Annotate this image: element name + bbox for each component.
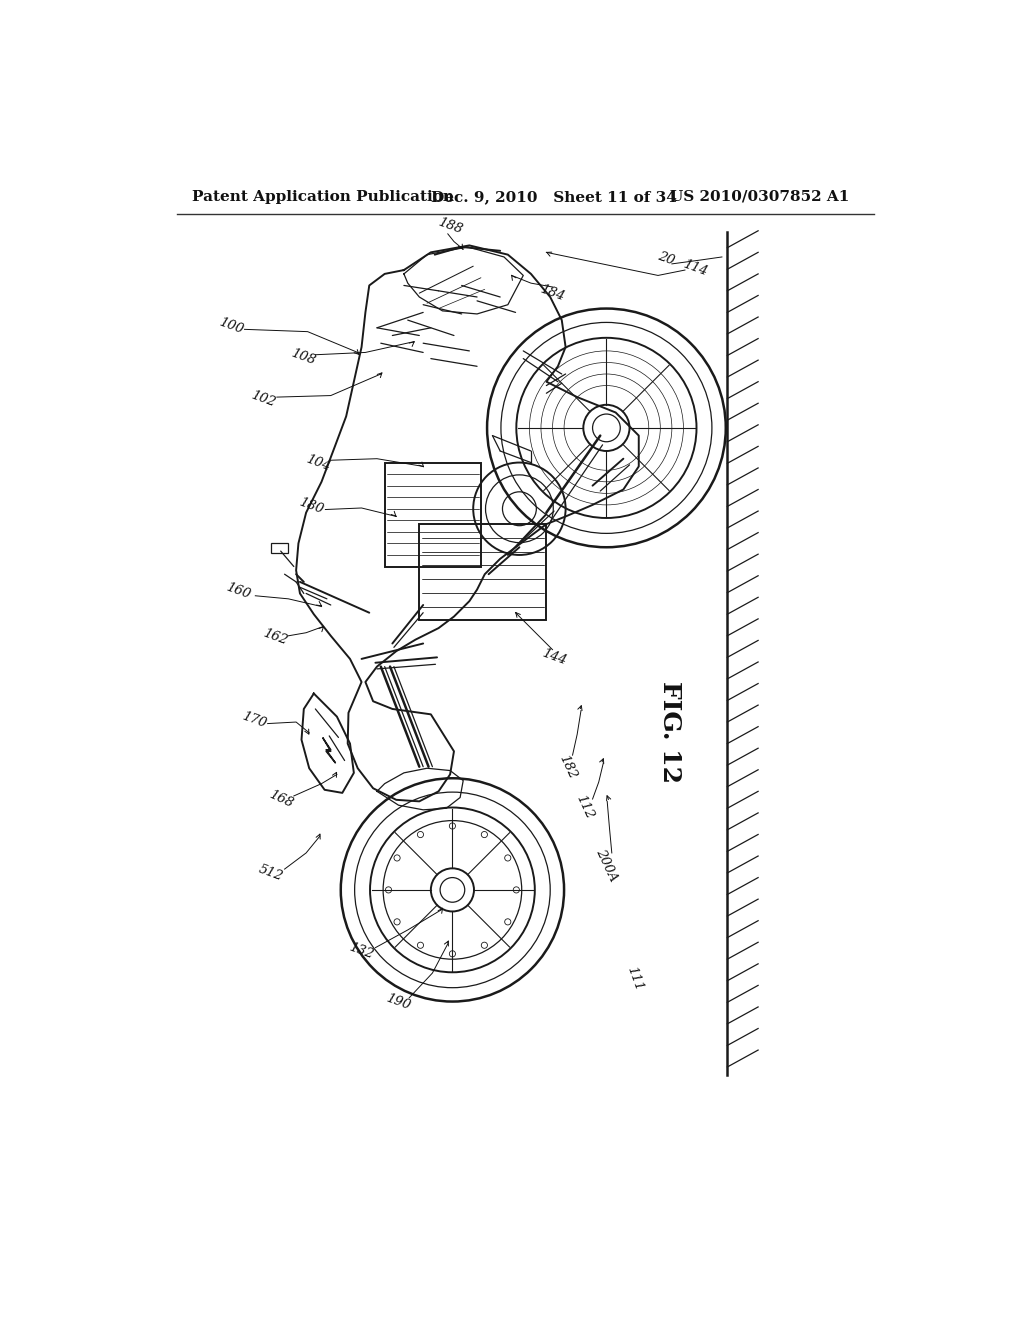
- Text: 184: 184: [539, 282, 566, 304]
- Text: 111: 111: [625, 965, 645, 993]
- Circle shape: [481, 832, 487, 838]
- Text: FIG. 12: FIG. 12: [657, 681, 682, 783]
- Text: 188: 188: [436, 215, 464, 236]
- Text: 20: 20: [655, 249, 676, 268]
- Text: 168: 168: [266, 788, 295, 810]
- Bar: [271, 543, 289, 553]
- Circle shape: [505, 855, 511, 861]
- Text: 100: 100: [217, 315, 245, 337]
- Circle shape: [394, 855, 400, 861]
- Circle shape: [418, 942, 424, 948]
- Circle shape: [481, 942, 487, 948]
- Circle shape: [450, 950, 456, 957]
- Text: 104: 104: [304, 453, 333, 474]
- Text: Dec. 9, 2010   Sheet 11 of 34: Dec. 9, 2010 Sheet 11 of 34: [431, 190, 677, 203]
- Circle shape: [385, 887, 391, 892]
- Text: 182: 182: [557, 752, 580, 781]
- Text: 512: 512: [257, 862, 285, 883]
- Text: 180: 180: [298, 496, 326, 517]
- Text: 112: 112: [573, 792, 596, 821]
- Circle shape: [513, 887, 519, 892]
- Circle shape: [418, 832, 424, 838]
- Text: Patent Application Publication: Patent Application Publication: [193, 190, 455, 203]
- Bar: [419, 524, 547, 620]
- Text: 200A: 200A: [593, 846, 620, 884]
- Circle shape: [394, 919, 400, 925]
- Text: 190: 190: [384, 991, 413, 1012]
- Text: US 2010/0307852 A1: US 2010/0307852 A1: [670, 190, 849, 203]
- Circle shape: [505, 919, 511, 925]
- Text: 114: 114: [681, 257, 709, 279]
- Text: 170: 170: [240, 710, 268, 731]
- Circle shape: [450, 822, 456, 829]
- Text: 144: 144: [540, 647, 568, 668]
- Text: 102: 102: [249, 389, 278, 409]
- Bar: [385, 462, 481, 566]
- Text: 160: 160: [224, 581, 252, 602]
- Text: 162: 162: [261, 627, 290, 648]
- Text: 132: 132: [347, 941, 376, 962]
- Text: 108: 108: [289, 347, 317, 367]
